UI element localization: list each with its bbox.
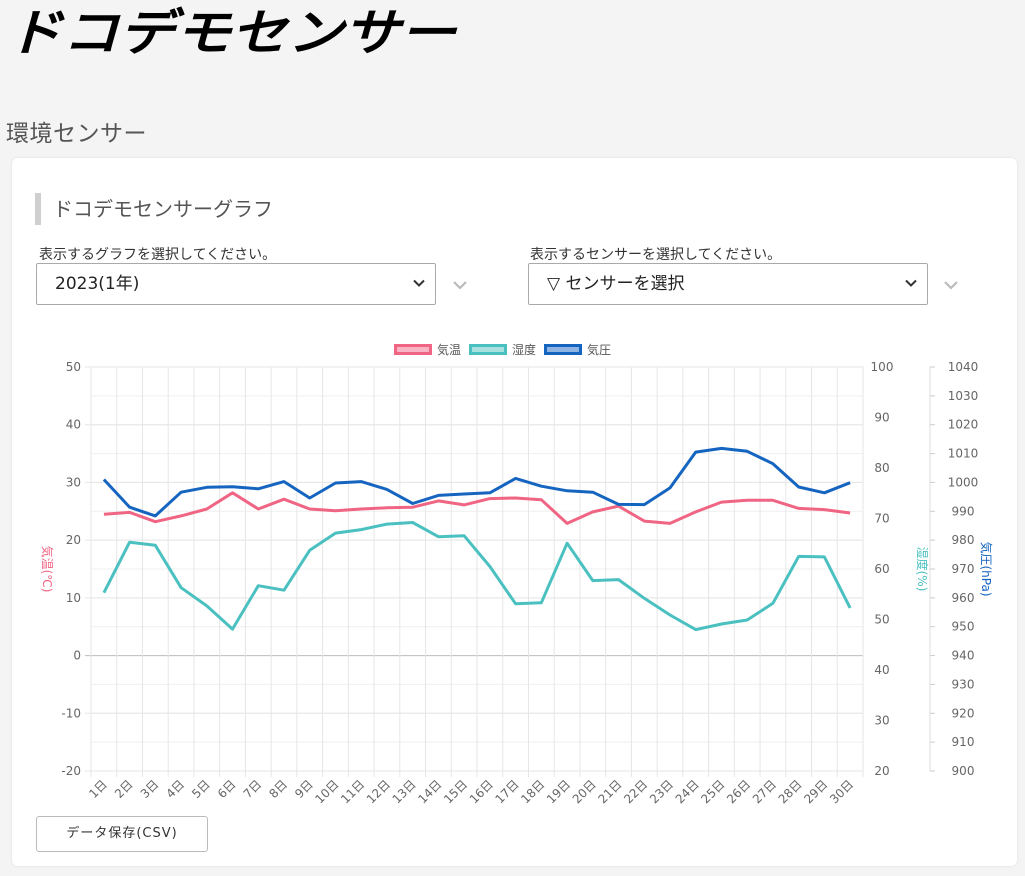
y-tick-temperature: -20 — [61, 764, 81, 778]
sensor-select[interactable]: ▽ センサーを選択 — [528, 263, 928, 305]
x-tick-label: 17日 — [493, 777, 522, 806]
y-tick-pressure: 930 — [952, 677, 975, 691]
y-tick-humidity: 40 — [874, 663, 889, 677]
x-tick-label: 5日 — [189, 777, 213, 801]
chevron-down-icon[interactable] — [944, 278, 958, 292]
y-axis-label-humidity: 湿度(%) — [915, 547, 930, 592]
series-line-pressure — [102, 446, 851, 518]
y-tick-humidity: 30 — [874, 714, 889, 728]
x-tick-label: 24日 — [673, 777, 702, 806]
y-tick-pressure: 1030 — [948, 389, 979, 403]
x-tick-label: 22日 — [621, 777, 650, 806]
x-tick-label: 25日 — [698, 777, 727, 806]
x-tick-label: 29日 — [801, 777, 830, 806]
legend-swatch-temperature — [394, 344, 432, 355]
x-tick-label: 12日 — [364, 777, 393, 806]
series-line-humidity — [102, 521, 852, 632]
y-tick-humidity: 60 — [874, 562, 889, 576]
y-tick-pressure: 970 — [952, 562, 975, 576]
y-tick-temperature: 50 — [66, 360, 81, 374]
x-tick-label: 26日 — [724, 777, 753, 806]
legend-swatch-pressure — [544, 344, 583, 355]
x-tick-label: 2日 — [112, 777, 136, 801]
y-tick-temperature: 10 — [66, 591, 81, 605]
y-tick-pressure: 920 — [952, 706, 975, 720]
y-tick-humidity: 20 — [874, 764, 889, 778]
legend-swatch-humidity — [469, 344, 508, 355]
x-tick-label: 20日 — [570, 777, 599, 806]
y-tick-humidity: 70 — [874, 512, 889, 526]
legend-item-temperature[interactable]: 気温 — [394, 341, 461, 358]
legend-label-humidity: 湿度 — [512, 343, 537, 357]
legend-item-humidity[interactable]: 湿度 — [469, 341, 536, 358]
chevron-down-icon[interactable] — [453, 278, 467, 292]
graph-card: ドコデモセンサーグラフ 表示するグラフを選択してください。 2023(1年) 表… — [12, 158, 1017, 866]
y-tick-pressure: 900 — [952, 764, 975, 778]
graph-period-value: 2023(1年) — [55, 274, 140, 294]
x-tick-label: 21日 — [595, 777, 624, 806]
x-tick-label: 13日 — [390, 777, 419, 806]
y-tick-pressure: 950 — [952, 620, 975, 634]
y-tick-temperature: 0 — [73, 649, 81, 663]
x-tick-label: 15日 — [441, 777, 470, 806]
chevron-down-icon — [413, 279, 425, 287]
x-tick-label: 3日 — [138, 777, 162, 801]
y-tick-pressure: 1010 — [948, 447, 979, 461]
series-line-temperature — [103, 491, 851, 525]
x-tick-label: 14日 — [415, 777, 444, 806]
y-tick-temperature: 40 — [66, 418, 81, 432]
legend-label-temperature: 気温 — [437, 343, 462, 357]
y-tick-temperature: 30 — [66, 475, 81, 489]
y-axis-label-pressure: 気圧(hPa) — [979, 541, 994, 596]
y-tick-pressure: 960 — [952, 591, 975, 605]
y-tick-pressure: 1020 — [948, 418, 979, 432]
x-tick-label: 16日 — [467, 777, 496, 806]
x-tick-label: 30日 — [827, 777, 856, 806]
y-tick-pressure: 910 — [952, 735, 975, 749]
graph-period-select[interactable]: 2023(1年) — [36, 263, 436, 305]
y-tick-temperature: -10 — [61, 706, 81, 720]
x-tick-label: 23日 — [647, 777, 676, 806]
x-tick-label: 6日 — [215, 777, 239, 801]
x-tick-label: 1日 — [86, 777, 110, 801]
y-tick-pressure: 980 — [952, 533, 975, 547]
x-tick-label: 10日 — [312, 777, 341, 806]
y-tick-temperature: 20 — [66, 533, 81, 547]
card-title: ドコデモセンサーグラフ — [35, 193, 273, 225]
x-tick-label: 19日 — [544, 777, 573, 806]
x-tick-label: 27日 — [750, 777, 779, 806]
y-tick-pressure: 940 — [952, 649, 975, 663]
sensor-select-label: 表示するセンサーを選択してください。 — [530, 247, 782, 263]
brand-logo-text: ドコデモセンサー — [6, 4, 458, 58]
chart-legend: 気温 湿度 気圧 — [394, 341, 611, 358]
y-tick-humidity: 80 — [874, 461, 889, 475]
sensor-select-value: ▽ センサーを選択 — [547, 274, 685, 294]
brand-logo: ドコデモセンサー — [6, 4, 458, 58]
y-axis-label-temperature: 気温(℃) — [40, 546, 55, 593]
x-tick-label: 4日 — [163, 777, 187, 801]
y-tick-pressure: 1040 — [948, 360, 979, 374]
y-tick-pressure: 990 — [952, 504, 975, 518]
chevron-down-icon — [905, 279, 917, 287]
x-tick-label: 28日 — [776, 777, 805, 806]
legend-label-pressure: 気圧 — [587, 343, 612, 357]
export-csv-button[interactable]: データ保存(CSV) — [36, 816, 208, 852]
y-tick-humidity: 100 — [871, 360, 894, 374]
x-tick-label: 18日 — [518, 777, 547, 806]
line-chart: 50403020100-10-2010090807060504030201040… — [40, 360, 994, 806]
y-tick-humidity: 90 — [874, 411, 889, 425]
y-tick-pressure: 1000 — [948, 475, 979, 489]
x-tick-label: 8日 — [266, 777, 290, 801]
y-tick-humidity: 50 — [874, 613, 889, 627]
page-title: 環境センサー — [6, 121, 147, 147]
graph-select-label: 表示するグラフを選択してください。 — [39, 247, 277, 263]
x-tick-label: 7日 — [241, 777, 265, 801]
legend-item-pressure[interactable]: 気圧 — [544, 341, 611, 358]
x-tick-label: 11日 — [338, 777, 367, 806]
